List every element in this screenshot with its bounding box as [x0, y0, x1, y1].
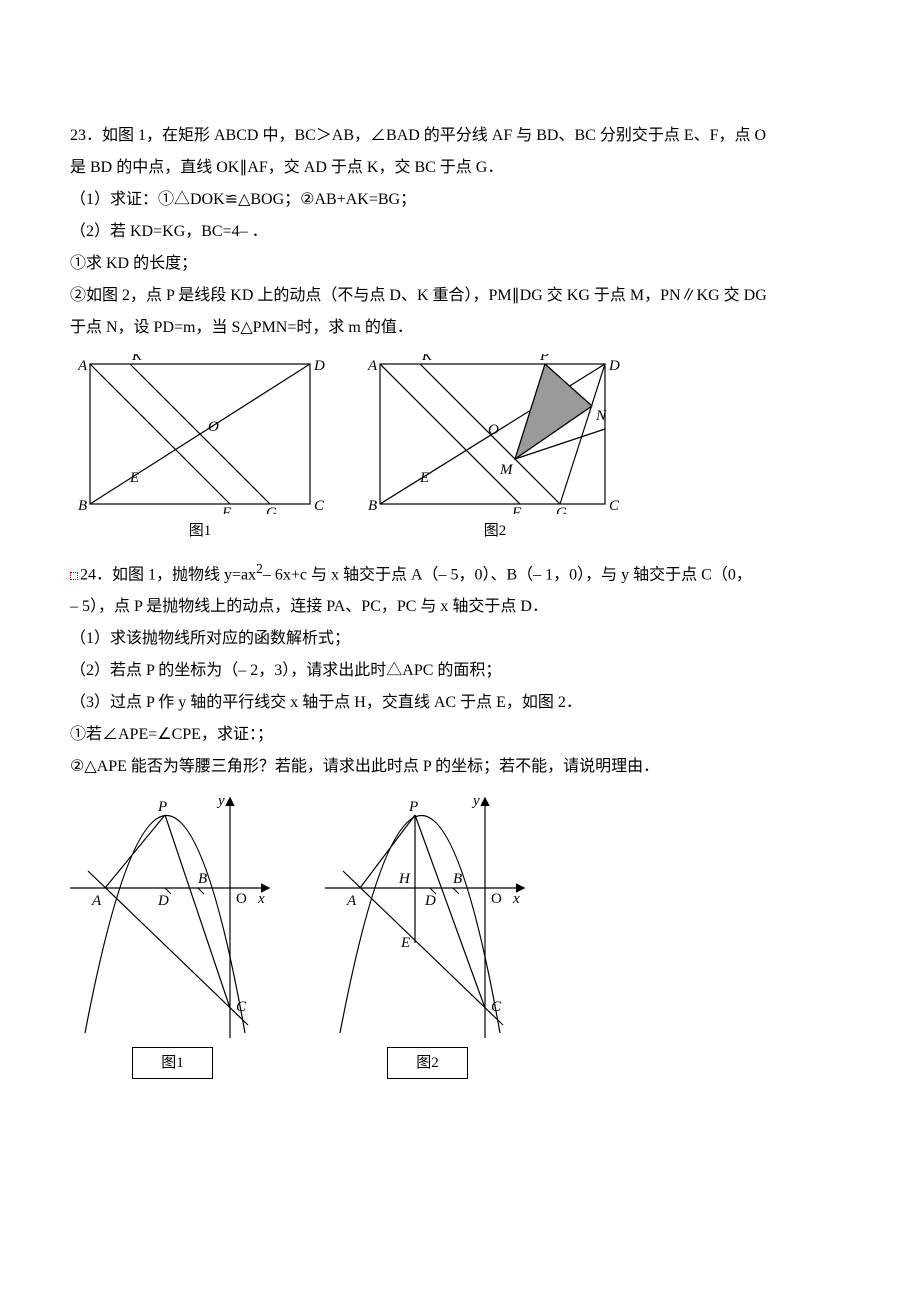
- q24-f2-H: H: [398, 871, 411, 887]
- q23-fig1-caption: 图1: [189, 516, 212, 546]
- q23-f2-E: E: [419, 470, 429, 486]
- q24-f2-x: x: [512, 891, 520, 907]
- q23-fig1-wrap: A B C D K O E F G 图1: [70, 354, 330, 546]
- q24-sup: 2: [256, 561, 263, 576]
- q24-f1-B: B: [198, 871, 207, 887]
- q23-f1-E: E: [129, 470, 139, 486]
- q24-figures: x y O A B C D P 图1: [70, 793, 850, 1079]
- q23-line1: 23．如图 1，在矩形 ABCD 中，BC＞AB，∠BAD 的平分线 AF 与 …: [70, 120, 850, 152]
- q23-f1-O: O: [208, 419, 219, 435]
- q24-f2-D: D: [424, 893, 436, 909]
- q23-f2-O: O: [488, 422, 499, 438]
- q23-f1-C: C: [314, 498, 325, 514]
- q23-f2-B: B: [368, 498, 377, 514]
- q24-line2: – 5），点 P 是抛物线上的动点，连接 PA、PC，PC 与 x 轴交于点 D…: [70, 591, 850, 623]
- q24-fig1-svg: x y O A B C D P: [70, 793, 275, 1043]
- q23-f1-G: G: [266, 505, 277, 514]
- q24-f2-C: C: [491, 999, 502, 1015]
- q24-f1-C: C: [236, 999, 247, 1015]
- q23-f2-K: K: [421, 354, 433, 364]
- q23-f2-C: C: [609, 498, 620, 514]
- q23-line6: ②如图 2，点 P 是线段 KD 上的动点（不与点 D、K 重合），PM∥DG …: [70, 280, 850, 312]
- q23-f2-N: N: [595, 408, 607, 424]
- q24-f2-O: O: [491, 891, 502, 907]
- q23-f2-A: A: [367, 358, 378, 374]
- q23-line2: 是 BD 的中点，直线 OK∥AF，交 AD 于点 K，交 BC 于点 G．: [70, 152, 850, 184]
- q24-fig2-svg: x y O A B C D H E P: [325, 793, 530, 1043]
- q23-f1-D: D: [313, 358, 325, 374]
- q24-line3: （1）求该抛物线所对应的函数解析式；: [70, 623, 850, 655]
- page: 23．如图 1，在矩形 ABCD 中，BC＞AB，∠BAD 的平分线 AF 与 …: [0, 0, 920, 1149]
- q23-figures: A B C D K O E F G 图1: [70, 354, 850, 546]
- q23-f2-P: P: [539, 354, 549, 364]
- q24-f2-B: B: [453, 871, 462, 887]
- q23-f1-K: K: [131, 354, 143, 364]
- q23-f2-M: M: [499, 462, 514, 478]
- q24-fig2-wrap: x y O A B C D H E P 图2: [325, 793, 530, 1079]
- q24-f1-P: P: [157, 799, 167, 815]
- q23-f2-G: G: [556, 505, 567, 514]
- q24-fig1-wrap: x y O A B C D P 图1: [70, 793, 275, 1079]
- q24-fig1-caption: 图1: [132, 1047, 213, 1079]
- q24-f1-x: x: [257, 891, 265, 907]
- q24-f1-A: A: [91, 893, 102, 909]
- q24-f2-A: A: [346, 893, 357, 909]
- q24-f1-D: D: [157, 893, 169, 909]
- q24-fig2-caption: 图2: [387, 1047, 468, 1079]
- q23-fig2-svg: A B C D K P O E M N F G: [360, 354, 630, 514]
- q24-line1: 24．如图 1，抛物线 y=ax2– 6x+c 与 x 轴交于点 A（– 5，0…: [70, 556, 850, 591]
- q24-f2-P: P: [408, 799, 418, 815]
- q23-f2-D: D: [608, 358, 620, 374]
- q23-line5: ①求 KD 的长度；: [70, 248, 850, 280]
- q23-f1-F: F: [221, 505, 232, 514]
- q24-line5: （3）过点 P 作 y 轴的平行线交 x 轴于点 H，交直线 AC 于点 E，如…: [70, 687, 850, 719]
- q23-line7: 于点 N，设 PD=m，当 S△PMN=时，求 m 的值．: [70, 312, 850, 344]
- q23-fig1-svg: A B C D K O E F G: [70, 354, 330, 514]
- q23-f2-F: F: [511, 505, 522, 514]
- q24-line7: ②△APE 能否为等腰三角形？若能，请求出此时点 P 的坐标；若不能，请说明理由…: [70, 751, 850, 783]
- q24-f2-y: y: [471, 793, 480, 809]
- q24-f1-O: O: [236, 891, 247, 907]
- q24-line6: ①若∠APE=∠CPE，求证：；: [70, 719, 850, 751]
- q23-f1-B: B: [78, 498, 87, 514]
- q23-fig2-caption: 图2: [484, 516, 507, 546]
- q23-fig2-wrap: A B C D K P O E M N F G 图2: [360, 354, 630, 546]
- q23-f1-A: A: [77, 358, 88, 374]
- q23-line3: （1）求证：①△DOK≌△BOG；②AB+AK=BG；: [70, 184, 850, 216]
- q24-f2-E: E: [400, 935, 410, 951]
- q24-line4: （2）若点 P 的坐标为（– 2，3），请求出此时△APC 的面积；: [70, 655, 850, 687]
- q23-line4: （2）若 KD=KG，BC=4– ．: [70, 216, 850, 248]
- q24-line1a: 24．如图 1，抛物线 y=ax: [80, 566, 256, 583]
- q24-f1-y: y: [216, 793, 225, 809]
- q24-line1b: – 6x+c 与 x 轴交于点 A（– 5，0）、B（– 1，0），与 y 轴交…: [263, 566, 752, 583]
